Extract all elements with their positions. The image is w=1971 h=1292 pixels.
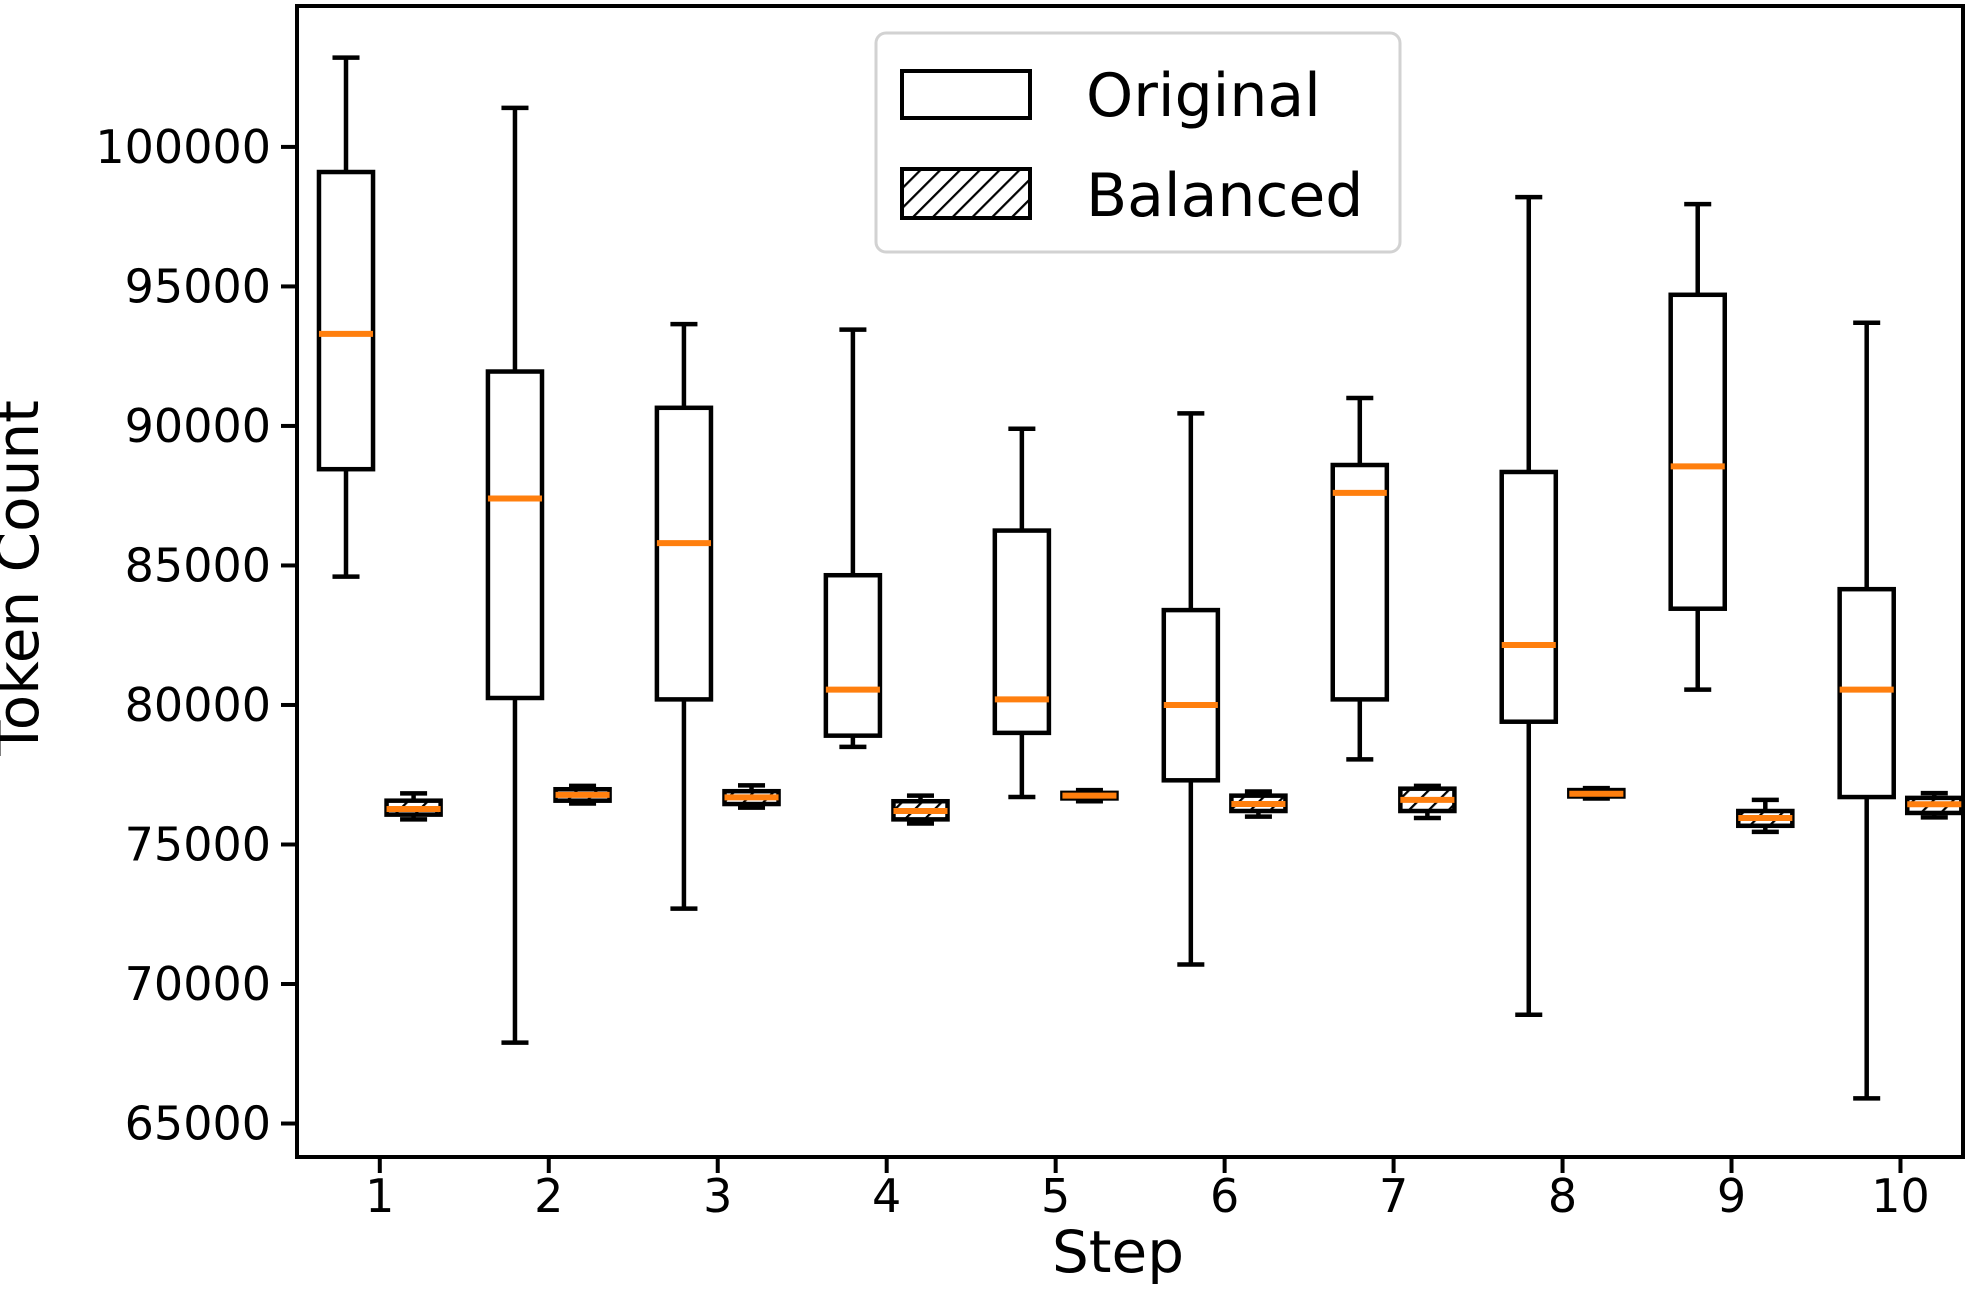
- box-rect: [992, 528, 1052, 736]
- box-original-step-5: [992, 426, 1052, 800]
- x-tick-label: 9: [1717, 1169, 1746, 1223]
- box-rect: [1499, 469, 1559, 724]
- x-tick-label: 2: [534, 1169, 563, 1223]
- legend-swatch-original: [900, 69, 1032, 120]
- box-balanced-step-2: [553, 783, 612, 806]
- box-original-step-10: [1837, 320, 1896, 1101]
- x-tick-label: 7: [1379, 1169, 1408, 1223]
- box-original-step-4: [823, 327, 883, 750]
- box-balanced-step-4: [891, 793, 950, 826]
- legend-label-balanced: Balanced: [1086, 161, 1363, 231]
- y-tick-label: 100000: [95, 120, 271, 174]
- box-rect: [823, 572, 883, 738]
- x-tick-label: 6: [1210, 1169, 1239, 1223]
- box-balanced-step-6: [1229, 789, 1288, 819]
- box-original-step-6: [1161, 411, 1221, 967]
- box-rect: [316, 169, 376, 472]
- y-tick-label: 90000: [125, 399, 271, 453]
- box-original-step-9: [1668, 201, 1728, 692]
- x-tick-label: 10: [1871, 1169, 1930, 1223]
- y-tick-label: 70000: [125, 957, 271, 1011]
- box-rect: [654, 405, 714, 702]
- y-tick-label: 80000: [125, 678, 271, 732]
- x-axis-label: Step: [1052, 1218, 1184, 1286]
- box-original-step-7: [1330, 395, 1390, 762]
- box-rect: [485, 369, 545, 701]
- box-balanced-step-7: [1398, 783, 1457, 821]
- box-original-step-3: [654, 321, 714, 911]
- box-rect: [1161, 607, 1221, 783]
- x-tick-label: 3: [703, 1169, 732, 1223]
- box-balanced-step-9: [1736, 797, 1795, 835]
- x-tick-label: 1: [365, 1169, 394, 1223]
- y-axis-ticks: 65000 70000 75000 80000 85000 90000 95000 10000…: [95, 120, 297, 1151]
- x-tick-label: 5: [1041, 1169, 1070, 1223]
- x-tick-label: 8: [1548, 1169, 1577, 1223]
- y-axis-label: Token Count: [0, 400, 52, 757]
- box-original-step-2: [485, 105, 545, 1045]
- y-tick-label: 85000: [125, 538, 271, 592]
- box-original-step-1: [316, 55, 376, 579]
- plot-frame: [295, 4, 1965, 1159]
- box-balanced-step-3: [722, 783, 781, 810]
- y-tick-label: 95000: [125, 259, 271, 313]
- box-balanced-step-8: [1567, 785, 1626, 801]
- box-balanced-step-1: [384, 791, 443, 822]
- legend: Original Balanced: [874, 31, 1402, 254]
- x-axis-ticks: 1 2 3 4 5 6 7 8 9 10: [365, 1157, 1930, 1223]
- x-tick-label: 4: [872, 1169, 901, 1223]
- box-rect: [1837, 586, 1896, 800]
- box-original-step-8: [1499, 194, 1559, 1017]
- box-rect: [1330, 462, 1390, 702]
- legend-label-original: Original: [1086, 61, 1321, 131]
- legend-swatch-balanced: [900, 167, 1032, 220]
- box-balanced-step-10: [1904, 790, 1964, 820]
- y-tick-label: 75000: [125, 817, 271, 871]
- box-balanced-step-5: [1060, 787, 1119, 804]
- y-tick-label: 65000: [125, 1097, 271, 1151]
- boxes-layer: [316, 55, 1964, 1101]
- box-rect: [1668, 292, 1728, 611]
